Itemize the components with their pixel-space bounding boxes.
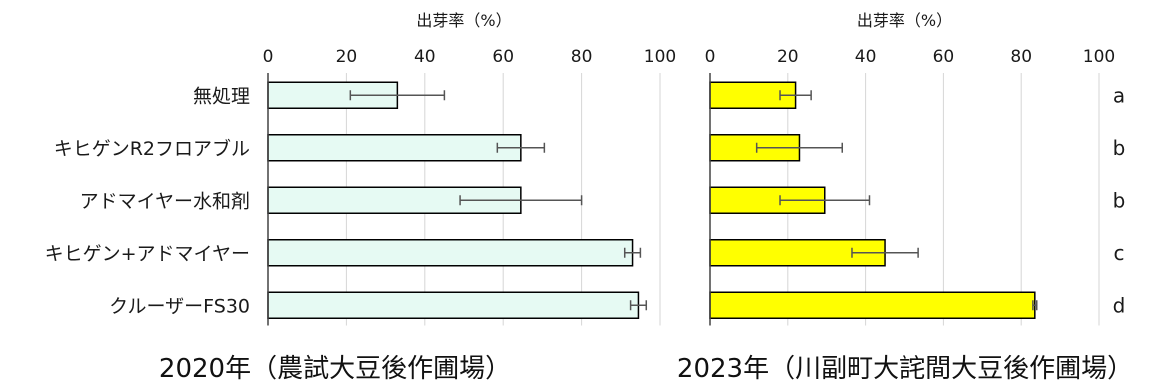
category-label-5: クルーザーFS30 [109,295,250,317]
category-label-2: キヒゲンR2フロアブル [54,137,250,160]
x-tick-label-2023-100: 100 [1083,47,1115,67]
x-tick-label-2020-100: 100 [644,47,676,67]
significance-letter-4: c [1114,241,1125,265]
x-tick-label-2020-20: 20 [336,47,358,67]
panel-title-2023: 2023年（川副町大詫間大豆後作圃場） [677,354,1133,384]
panel-title-2020: 2020年（農試大豆後作圃場） [159,354,511,384]
bar-2020-2 [267,134,522,162]
x-tick-label-2020-80: 80 [571,47,593,67]
category-label-4: キヒゲン+アドマイヤー [45,243,250,265]
bar-2020-4 [267,239,634,267]
x-axis-label-2023: 出芽率（%） [857,11,952,30]
category-label-3: アドマイヤー水和剤 [80,190,250,212]
significance-letter-1: a [1113,83,1125,107]
category-label-1: 無処理 [193,85,250,107]
significance-letter-3: b [1113,188,1126,212]
x-tick-label-2023-60: 60 [933,47,955,67]
significance-letter-2: b [1113,136,1126,160]
x-tick-label-2020-40: 40 [414,47,436,67]
x-tick-label-2023-80: 80 [1010,47,1032,67]
significance-letter-5: d [1113,293,1126,317]
bar-2023-5 [709,291,1036,319]
x-axis-label-2020: 出芽率（%） [416,11,511,30]
x-tick-label-2023-20: 20 [777,47,799,67]
x-tick-label-2023-0: 0 [705,47,716,67]
chart-panel-2020: 0 20 40 60 80 100 出芽率（%） 無処理キヒゲンR2フロアブルアドマイヤー水和… [45,11,677,384]
x-tick-label-2020-0: 0 [263,47,274,67]
chart-panel-2023: 0 20 40 60 80 100 出芽率（%） a b b c d 2023年（川副町大詫間大豆後作圃… [677,11,1133,384]
x-tick-label-2023-40: 40 [855,47,877,67]
bar-2020-5 [267,291,640,319]
x-tick-label-2020-60: 60 [492,47,514,67]
